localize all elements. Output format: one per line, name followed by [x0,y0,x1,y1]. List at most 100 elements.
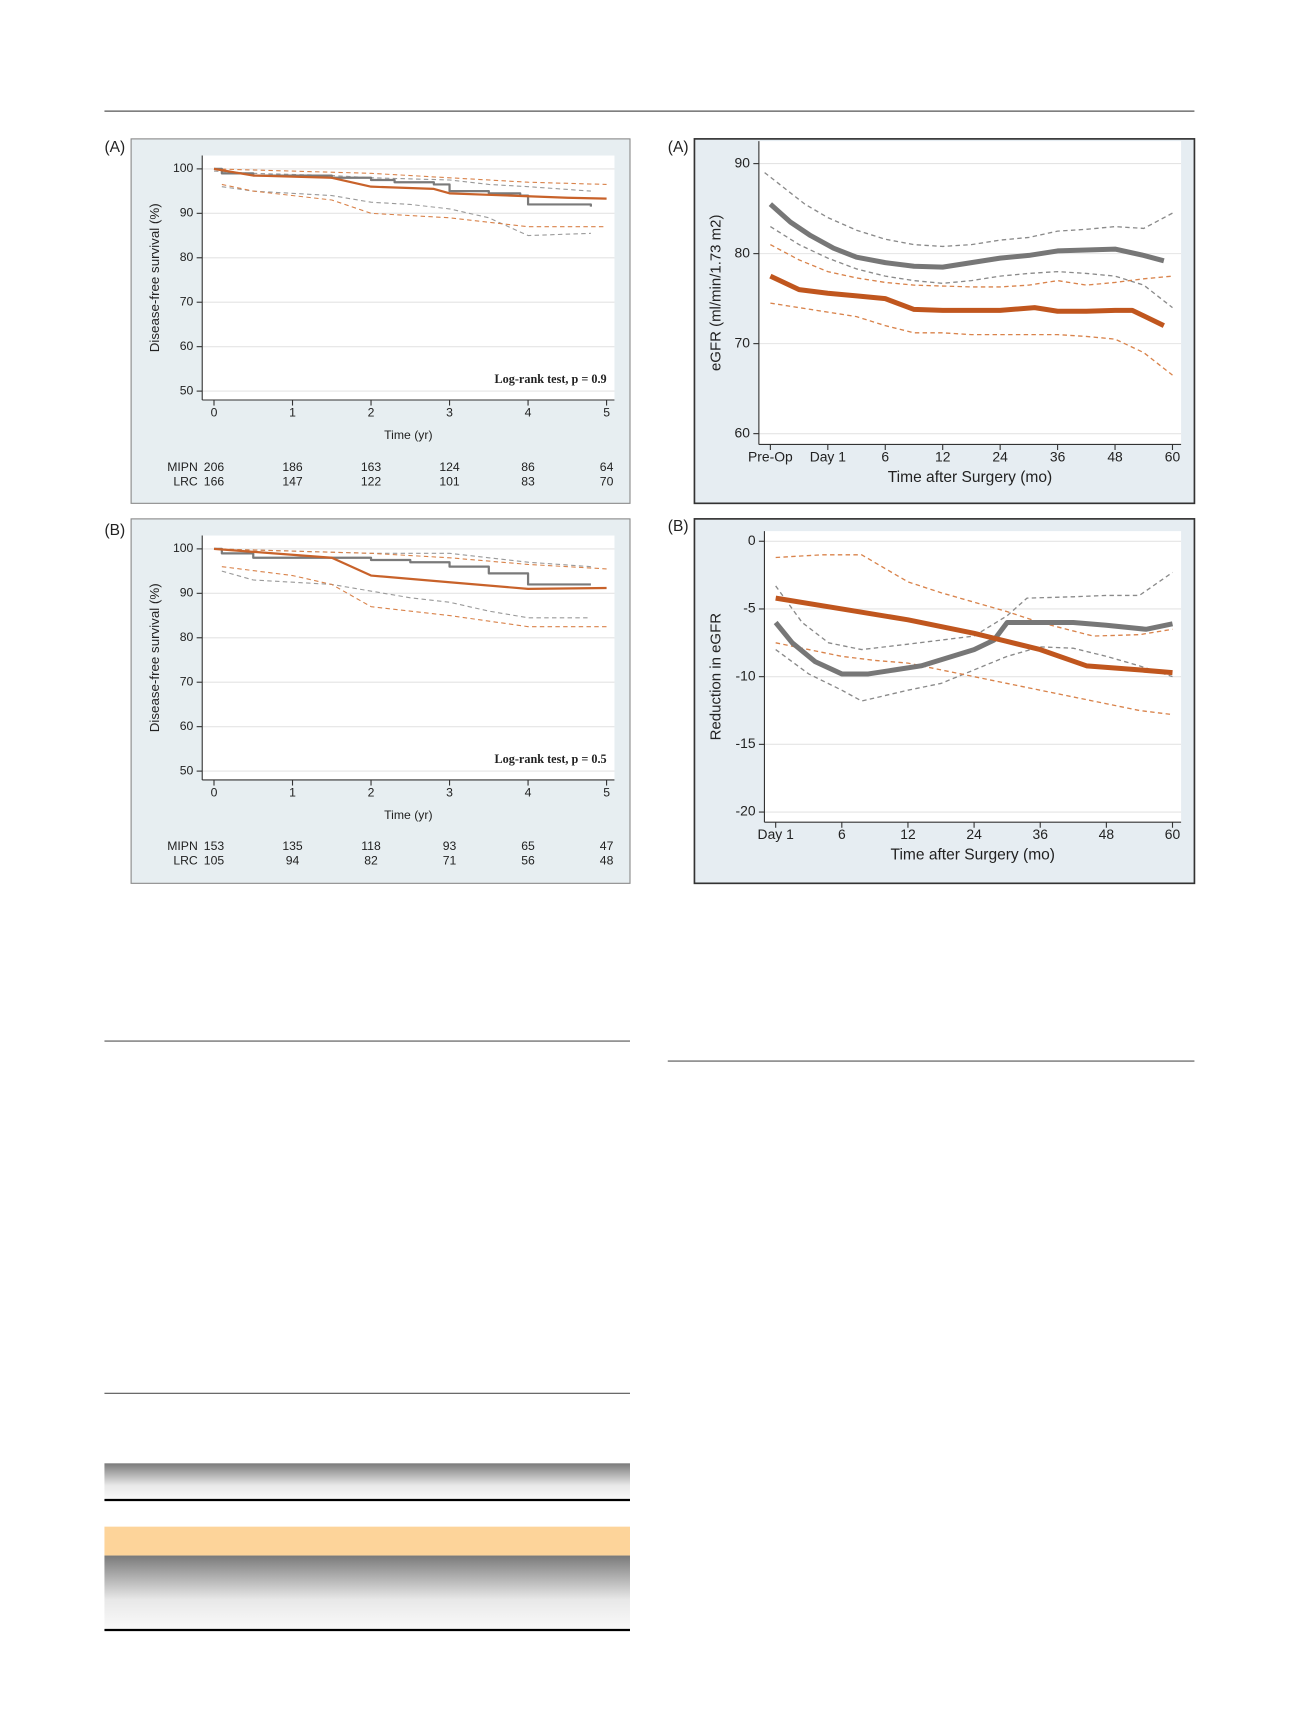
risk-count: 83 [521,474,535,488]
y-axis-label: Reduction in eGFR [708,613,725,741]
x-tick-label: 60 [1165,826,1181,842]
ci-line [775,571,1173,651]
ci-line [770,244,1173,288]
x-tick-label: 4 [525,406,532,420]
y-tick-label: 90 [735,154,751,170]
y-tick-label: 80 [735,244,751,260]
risk-label: LRC [173,474,198,488]
y-tick-label: 100 [173,161,194,175]
y-tick-label: 80 [180,250,194,264]
risk-count: 147 [282,474,303,488]
x-axis-label: Time after Surgery (mo) [888,469,1052,486]
plot-area [202,535,615,780]
y-tick-label: 60 [180,339,194,353]
risk-count: 166 [204,474,225,488]
risk-count: 47 [600,839,614,853]
y-tick-label: -15 [735,735,755,751]
survival-line [773,620,1174,677]
x-axis-label: Time (yr) [384,808,432,822]
risk-count: 118 [361,839,381,853]
y-tick-label: 90 [180,586,194,600]
risk-count: 94 [286,853,300,867]
panel-label: (A) [668,139,689,156]
y-tick-label: 60 [735,424,751,440]
risk-count: 206 [204,460,225,474]
ci-line [221,566,607,628]
risk-count: 86 [521,460,535,474]
y-tick-label: 70 [180,294,194,308]
risk-count: 93 [443,839,457,853]
x-tick-label: 36 [1033,826,1049,842]
survival-line [213,547,591,586]
annotation: Log-rank test, p = 0.9 [494,372,606,386]
panel-label: (B) [668,518,689,535]
x-tick-label: 0 [211,406,218,420]
y-tick-label: 50 [180,383,194,397]
y-tick-label: 60 [180,719,194,733]
risk-label: MIPN [167,460,198,474]
ci-line [770,226,1173,309]
survival-line [769,273,1165,328]
risk-count: 122 [361,474,382,488]
y-tick-label: -10 [735,667,755,683]
ci-line [221,570,591,619]
x-tick-label: 2 [368,406,375,420]
x-tick-label: 3 [446,786,453,800]
table-header-band [104,1526,630,1556]
ci-line [221,183,607,228]
y-tick-label: 70 [735,334,751,350]
risk-label: MIPN [167,839,198,853]
survival-line [775,595,1173,676]
table-band [104,1463,630,1500]
x-tick-label: 1 [289,786,296,800]
x-tick-label: 5 [603,406,610,420]
ci-line [213,548,607,570]
risk-count: 64 [600,460,614,474]
risk-count: 101 [439,474,460,488]
x-axis-label: Time (yr) [384,428,432,442]
y-axis-label: Disease-free survival (%) [147,583,162,732]
x-tick-label: Pre-Op [748,448,793,464]
risk-count: 135 [282,839,303,853]
survival-line [768,202,1165,270]
x-tick-label: 12 [935,448,951,464]
annotation: Log-rank test, p = 0.5 [494,752,606,766]
y-axis-label: Disease-free survival (%) [147,203,162,352]
y-tick-label: 90 [180,206,194,220]
y-tick-label: 70 [180,674,194,688]
x-tick-label: 2 [368,786,375,800]
survival-line [213,167,607,200]
ci-line [764,172,1173,248]
ci-line [221,186,591,237]
risk-count: 82 [364,853,378,867]
y-tick-label: 80 [180,630,194,644]
ci-line [775,554,1173,637]
risk-count: 65 [521,839,535,853]
y-tick-label: 50 [180,763,194,777]
risk-count: 71 [443,853,457,867]
x-tick-label: 5 [603,786,610,800]
y-tick-label: -20 [735,803,755,819]
risk-count: 186 [282,460,303,474]
x-axis-label: Time after Surgery (mo) [891,847,1055,864]
x-tick-label: 0 [211,786,218,800]
x-tick-label: 6 [838,826,846,842]
x-tick-label: Day 1 [810,448,847,464]
ci-line [213,168,607,185]
y-axis-label: eGFR (ml/min/1.73 m2) [708,214,725,371]
x-tick-label: 6 [881,448,889,464]
x-tick-label: 4 [525,786,532,800]
x-tick-label: 1 [289,406,296,420]
x-tick-label: Day 1 [758,826,795,842]
risk-count: 124 [439,460,460,474]
panel-label: (A) [104,139,125,156]
table-band [104,1555,630,1629]
risk-count: 48 [600,853,614,867]
x-tick-label: 48 [1099,826,1115,842]
ci-line [775,642,1173,716]
x-tick-label: 3 [446,406,453,420]
ci-line [213,170,591,192]
x-tick-label: 60 [1165,448,1181,464]
